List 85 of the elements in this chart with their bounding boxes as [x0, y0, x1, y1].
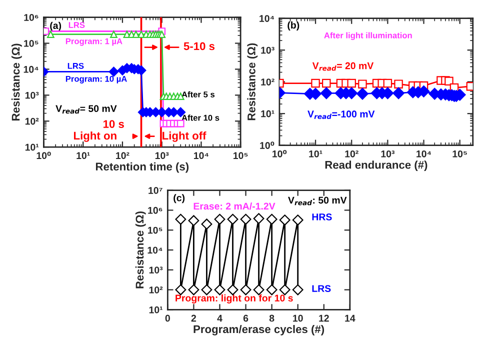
x-tick-label: 10¹ — [309, 150, 322, 158]
annotation: 5-10 s — [184, 42, 215, 50]
x-tick-label: 4 — [217, 314, 222, 322]
y-tick-label: 10⁴ — [148, 246, 162, 254]
x-tick-label: 10⁰ — [36, 152, 51, 160]
y-tick-label: 10⁵ — [24, 40, 38, 47]
x-tick-label: 10⁴ — [194, 152, 208, 160]
x-axis-title: Retention time (s) — [96, 162, 189, 173]
annotation: (a) — [50, 22, 62, 31]
annotation: (c) — [174, 194, 185, 204]
x-axis-title: Program/erase cycles (#) — [194, 324, 324, 336]
x-tick-label: 8 — [269, 314, 274, 322]
annotation: Program: 10 µA — [66, 76, 127, 84]
y-tick-label: 10⁰ — [260, 142, 274, 149]
annotation: LRS — [68, 22, 85, 28]
y-tick-label: 10⁶ — [148, 206, 162, 214]
x-tick-label: 10² — [345, 150, 358, 158]
point — [188, 215, 200, 226]
annotation: V$_{read}$=-100 mV — [308, 110, 375, 120]
x-tick-label: 10⁰ — [272, 150, 287, 158]
point — [240, 214, 252, 225]
x-tick-label: 10² — [116, 152, 130, 160]
x-tick-label: 10³ — [381, 150, 394, 158]
annotation: Program: light on for 10 s — [176, 294, 293, 304]
point — [292, 284, 304, 296]
y-tick-label: 10³ — [149, 266, 163, 274]
annotation: HRS — [312, 213, 332, 220]
x-tick-label: 6 — [243, 314, 248, 322]
annotation: V$_{read}$= 20 mV — [312, 62, 374, 71]
point — [175, 214, 186, 225]
y-tick-label: 10² — [149, 286, 163, 294]
annotation: After light illumination — [324, 32, 412, 40]
annotation: Light off — [162, 131, 206, 142]
y-tick-label: 10¹ — [149, 306, 163, 314]
y-tick-label: 10⁵ — [148, 226, 162, 234]
point — [279, 284, 290, 296]
point — [279, 214, 290, 226]
point — [253, 284, 264, 296]
point — [292, 214, 304, 226]
annotation: LRS — [312, 285, 331, 292]
x-tick-label: 12 — [319, 314, 329, 322]
x-tick-label: 2 — [191, 314, 196, 322]
point — [175, 284, 186, 296]
y-tick-label: 10³ — [261, 46, 274, 54]
point — [201, 218, 212, 230]
y-tick-label: 10⁶ — [24, 14, 38, 21]
x-tick-label: 10⁵ — [452, 150, 467, 158]
y-tick-label: 10⁴ — [24, 66, 38, 73]
x-tick-label: 0 — [165, 314, 170, 322]
point — [240, 284, 252, 296]
y-tick-label: 10² — [25, 118, 39, 125]
annotation: V$_{read}$= 50 mV — [56, 105, 117, 114]
point — [214, 284, 226, 296]
annotation: V$_{read}$: 50 mV — [288, 196, 347, 206]
annotation: (b) — [288, 21, 300, 30]
point — [201, 284, 212, 296]
annotation: After 10 s — [182, 114, 220, 121]
y-axis-title: Resistance (Ω) — [247, 43, 258, 120]
y-tick-label: 10⁷ — [148, 187, 162, 194]
point — [253, 213, 264, 224]
y-axis-title: Resistance (Ω) — [12, 44, 22, 120]
annotation: LRS — [68, 62, 84, 69]
annotation: 10 s — [103, 120, 124, 128]
x-tick-label: 14 — [345, 314, 356, 322]
x-tick-label: 10⁴ — [416, 150, 432, 158]
point — [266, 284, 278, 296]
point — [227, 214, 238, 225]
x-axis-title: Read endurance (#) — [325, 160, 428, 171]
annotation: Erase: 2 mA/-1.2V — [194, 202, 276, 210]
y-tick-label: 10² — [261, 78, 274, 86]
y-tick-label: 10¹ — [25, 144, 39, 151]
x-tick-label: 10 — [293, 314, 303, 322]
y-tick-label: 10³ — [25, 92, 39, 99]
x-tick-label: 10¹ — [76, 152, 90, 160]
annotation: After 5 s — [182, 91, 215, 98]
x-tick-label: 10³ — [155, 152, 169, 160]
annotation: Light on — [74, 131, 116, 142]
point — [214, 214, 226, 225]
point — [188, 284, 200, 296]
y-tick-label: 10⁴ — [260, 15, 274, 22]
annotation: Program: 1 µA — [66, 38, 122, 46]
y-axis-title: Resistance (Ω) — [135, 212, 146, 288]
x-tick-label: 10⁵ — [233, 152, 248, 160]
y-tick-label: 10¹ — [261, 110, 274, 118]
point — [266, 214, 278, 225]
